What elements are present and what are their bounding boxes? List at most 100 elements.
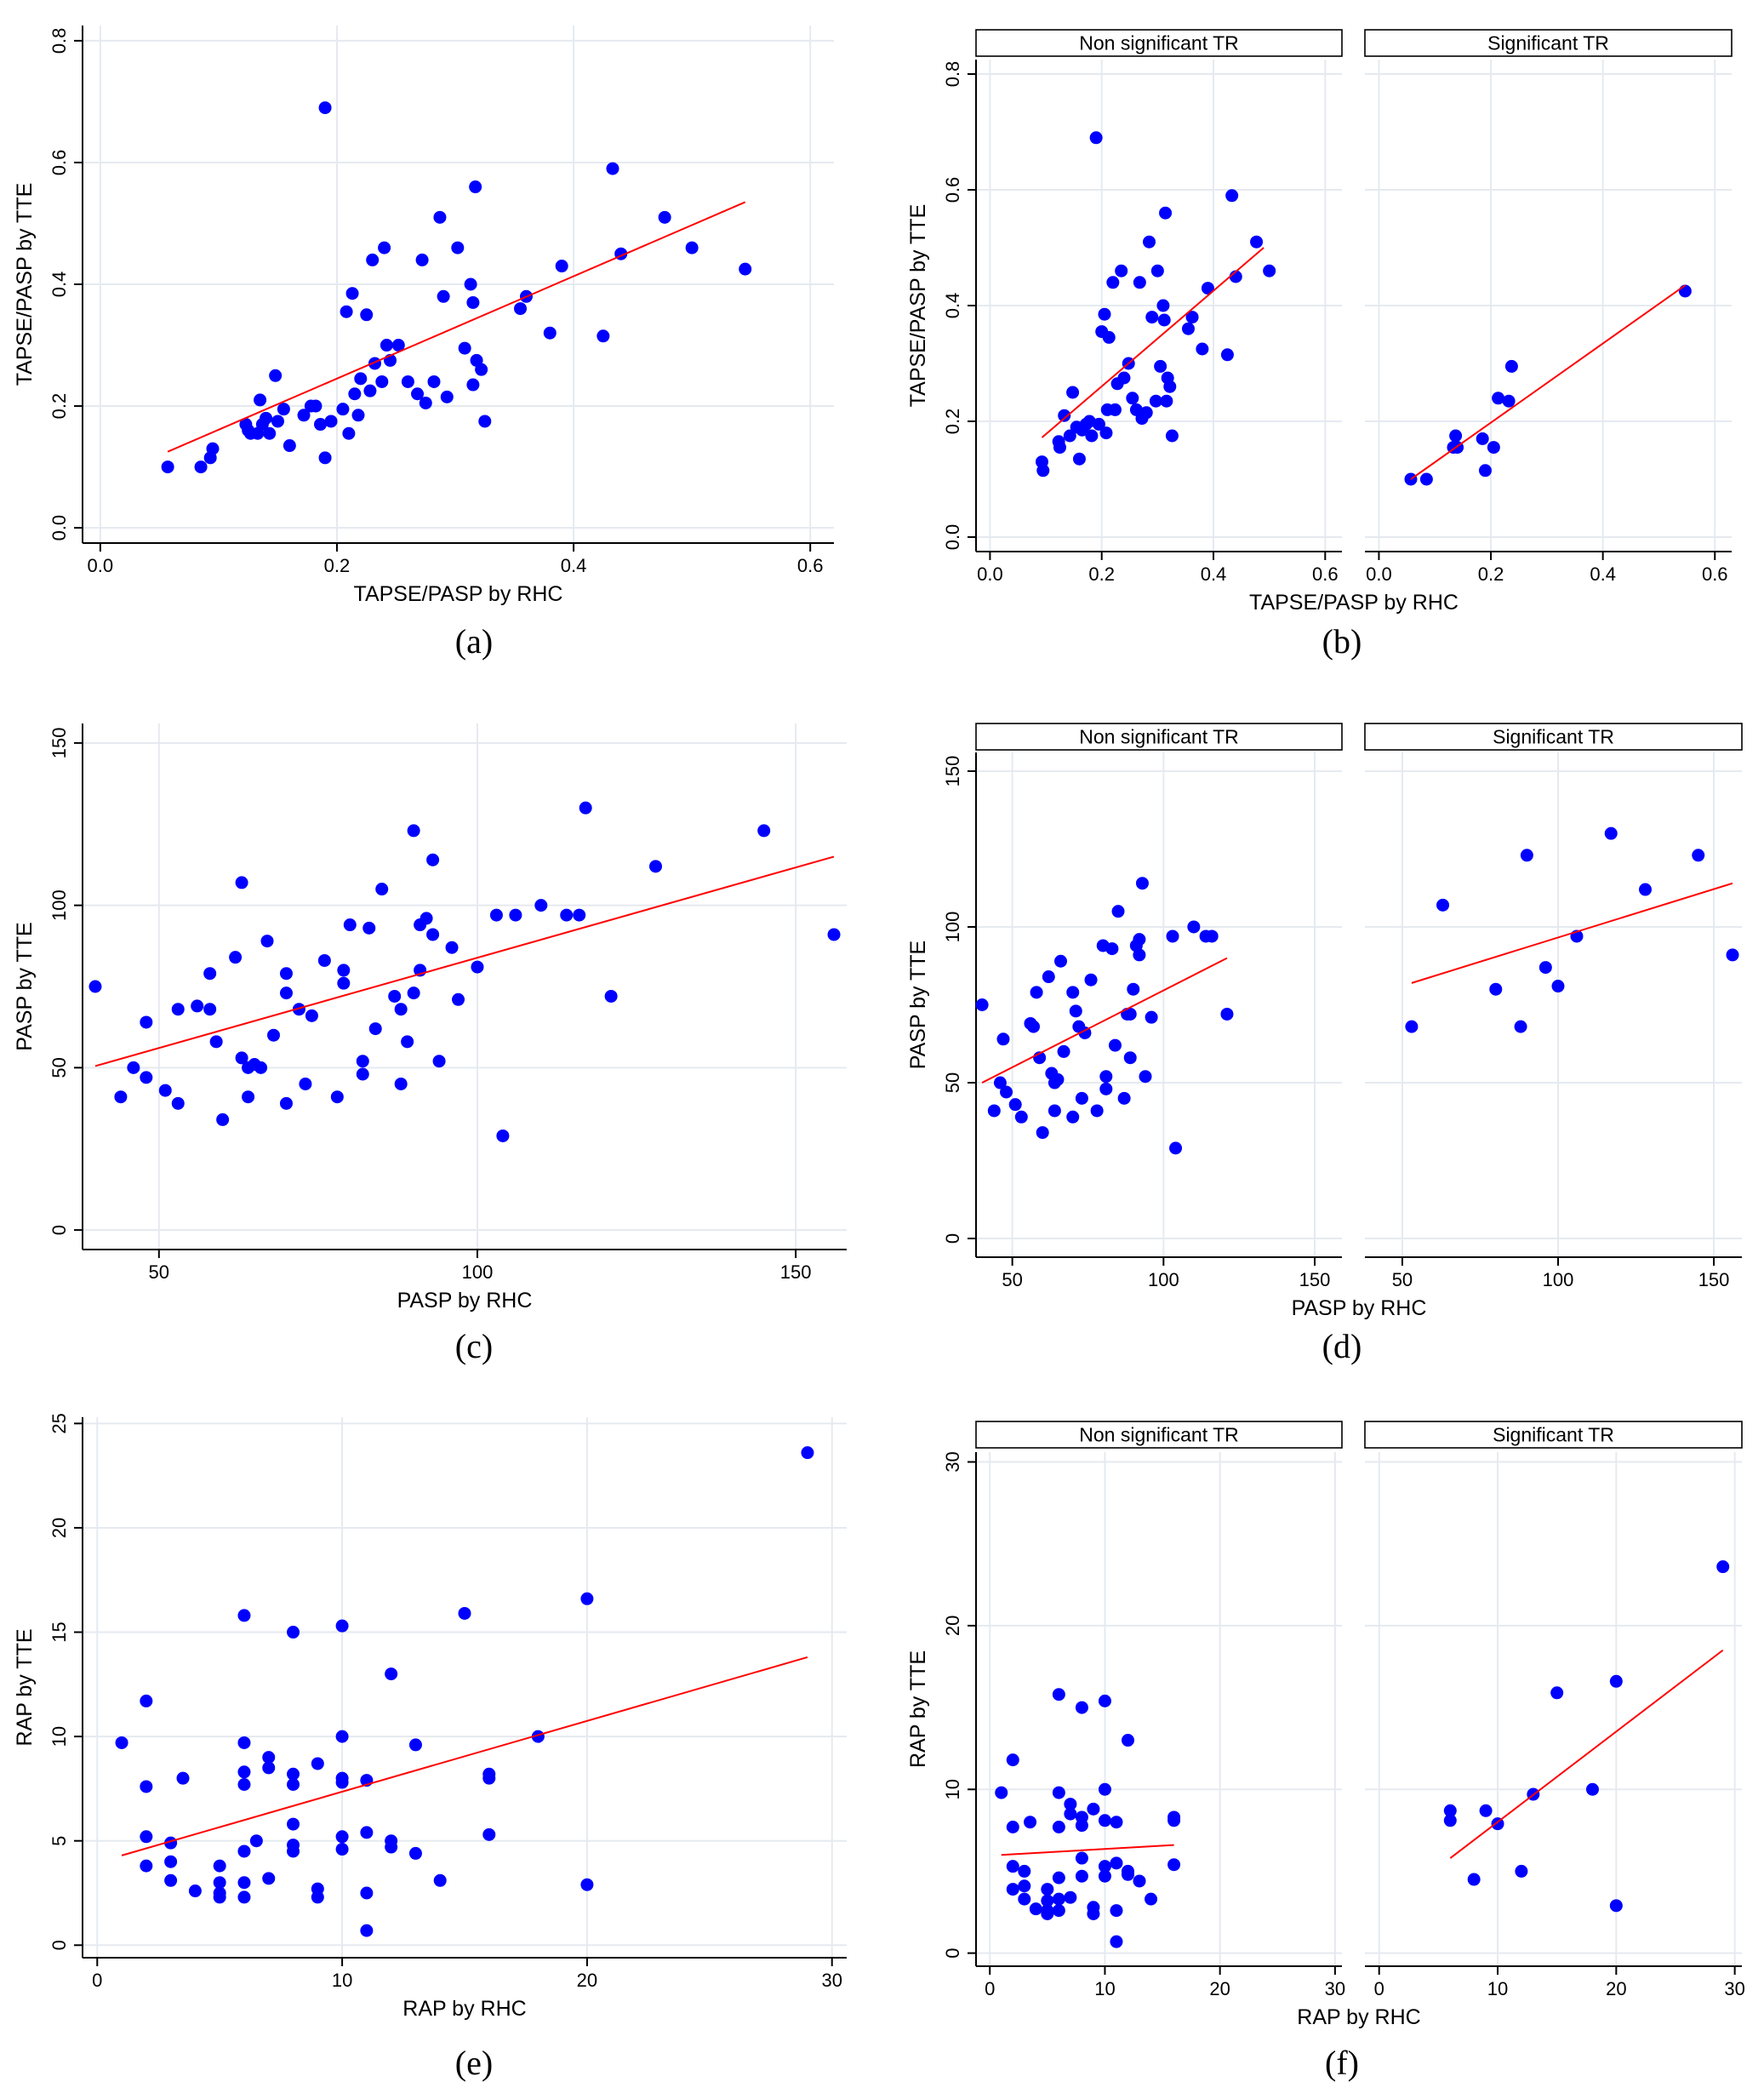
data-point-c-55 <box>509 908 522 922</box>
data-point-a-8 <box>254 393 267 407</box>
data-point-b-p1-46 <box>1201 282 1214 295</box>
data-point-e-18 <box>237 1844 251 1858</box>
data-point-a-36 <box>380 339 393 352</box>
data-point-c-53 <box>489 908 503 922</box>
data-point-b-p1-16 <box>1098 307 1111 321</box>
data-point-c-63 <box>827 928 841 941</box>
data-point-b-p1-47 <box>1220 348 1234 362</box>
x-tick-label-e-2: 20 <box>577 1970 597 1991</box>
data-point-d-p1-1 <box>987 1104 1001 1118</box>
data-point-a-61 <box>606 162 619 175</box>
data-point-f-p1-47 <box>1167 1858 1181 1872</box>
data-point-c-25 <box>292 1003 305 1016</box>
data-point-d-p2-1 <box>1436 898 1450 912</box>
y-tick-label-a-4: 0.8 <box>49 28 70 54</box>
data-point-f-p1-46 <box>1167 1814 1181 1827</box>
data-point-f-p1-4 <box>1006 1883 1019 1896</box>
fit-line-d-p2 <box>1411 882 1733 984</box>
data-point-f-p1-11 <box>1041 1894 1054 1907</box>
x-tick-label-a-0: 0.0 <box>88 555 114 576</box>
y-tick-label-c-1: 50 <box>49 1057 70 1078</box>
data-point-d-p1-25 <box>1084 973 1098 987</box>
y-tick-label-e-4: 20 <box>49 1518 70 1538</box>
data-point-d-p1-36 <box>1123 1051 1137 1065</box>
data-point-b-p2-3 <box>1449 429 1463 443</box>
data-point-f-p2-11 <box>1716 1560 1730 1574</box>
data-point-d-p2-11 <box>1726 948 1739 962</box>
y-tick-label-c-2: 100 <box>49 889 70 921</box>
data-point-c-60 <box>604 989 618 1003</box>
x-axis-title-c: PASP by RHC <box>397 1289 533 1313</box>
data-point-d-p1-8 <box>1027 1020 1041 1033</box>
data-point-c-33 <box>356 1067 369 1081</box>
data-point-d-p1-21 <box>1069 1004 1082 1018</box>
data-point-b-p1-51 <box>1263 264 1276 277</box>
x-tick-label-d-p1-2: 150 <box>1299 1269 1331 1290</box>
data-point-b-p1-4 <box>1058 409 1071 422</box>
data-point-e-55 <box>580 1592 594 1605</box>
data-point-f-p1-32 <box>1098 1782 1111 1796</box>
data-point-f-p1-43 <box>1133 1874 1146 1888</box>
data-point-e-10 <box>213 1859 226 1873</box>
data-point-c-7 <box>171 1003 185 1016</box>
data-point-a-60 <box>597 329 610 343</box>
data-point-c-3 <box>140 1015 153 1029</box>
data-point-b-p1-32 <box>1145 311 1159 324</box>
data-point-c-47 <box>426 853 440 866</box>
data-point-e-52 <box>482 1771 496 1785</box>
data-point-f-p1-7 <box>1018 1892 1031 1906</box>
data-point-b-p1-38 <box>1159 206 1173 220</box>
data-point-c-14 <box>235 1051 248 1065</box>
x-tick-label-e-3: 30 <box>821 1970 842 1991</box>
data-point-a-30 <box>360 308 374 322</box>
data-point-c-62 <box>757 824 771 838</box>
data-point-c-61 <box>649 860 662 873</box>
data-point-d-p1-39 <box>1133 933 1146 947</box>
y-tick-label-b-3: 0.6 <box>942 177 963 203</box>
strip-box-f-p2 <box>1364 1421 1743 1449</box>
y-axis-title-c: PASP by TTE <box>13 922 37 1050</box>
y-tick-label-b-0: 0.0 <box>942 524 963 551</box>
data-point-b-p1-14 <box>1092 417 1105 431</box>
data-point-b-p1-33 <box>1149 394 1162 408</box>
y-tick-label-d-2: 100 <box>942 912 963 943</box>
data-point-a-47 <box>451 241 465 255</box>
x-tick-label-e-0: 0 <box>92 1970 102 1991</box>
data-point-b-p1-23 <box>1115 264 1128 277</box>
data-point-f-p2-10 <box>1609 1899 1623 1913</box>
strip-box-d-p2 <box>1364 723 1743 751</box>
data-point-a-11 <box>263 426 277 440</box>
data-point-b-p1-35 <box>1154 359 1167 373</box>
data-point-d-p1-49 <box>1220 1007 1234 1021</box>
data-point-c-36 <box>368 1022 382 1036</box>
data-point-c-30 <box>337 976 351 990</box>
data-point-c-39 <box>394 1003 408 1016</box>
data-point-d-p1-9 <box>1030 986 1043 999</box>
x-tick-label-f-p1-1: 10 <box>1094 1978 1115 1999</box>
data-point-c-59 <box>579 801 592 815</box>
data-point-c-37 <box>375 883 389 896</box>
data-point-b-p1-44 <box>1185 311 1199 324</box>
data-point-d-p1-32 <box>1111 905 1125 918</box>
y-tick-label-f-0: 0 <box>942 1947 963 1958</box>
data-point-f-p1-1 <box>1006 1753 1019 1767</box>
data-point-c-43 <box>407 987 420 1000</box>
data-point-a-26 <box>345 287 359 300</box>
y-axis-title-e: RAP by TTE <box>13 1628 37 1746</box>
data-point-a-64 <box>685 241 699 255</box>
x-tick-label-d-p2-2: 150 <box>1698 1269 1730 1290</box>
x-tick-label-a-2: 0.4 <box>561 555 587 576</box>
data-point-e-53 <box>482 1827 496 1841</box>
data-point-c-23 <box>279 1096 293 1110</box>
data-point-b-p1-28 <box>1133 276 1146 289</box>
x-tick-label-b-p2-2: 0.4 <box>1590 563 1616 585</box>
y-tick-label-e-2: 10 <box>49 1726 70 1747</box>
data-point-a-15 <box>283 439 296 453</box>
data-point-a-21 <box>318 451 332 465</box>
data-point-e-20 <box>237 1890 251 1904</box>
data-point-a-45 <box>437 289 450 303</box>
data-point-e-17 <box>237 1778 251 1792</box>
x-tick-label-a-1: 0.2 <box>324 555 351 576</box>
data-point-a-16 <box>297 409 311 422</box>
data-point-f-p2-2 <box>1467 1873 1481 1886</box>
